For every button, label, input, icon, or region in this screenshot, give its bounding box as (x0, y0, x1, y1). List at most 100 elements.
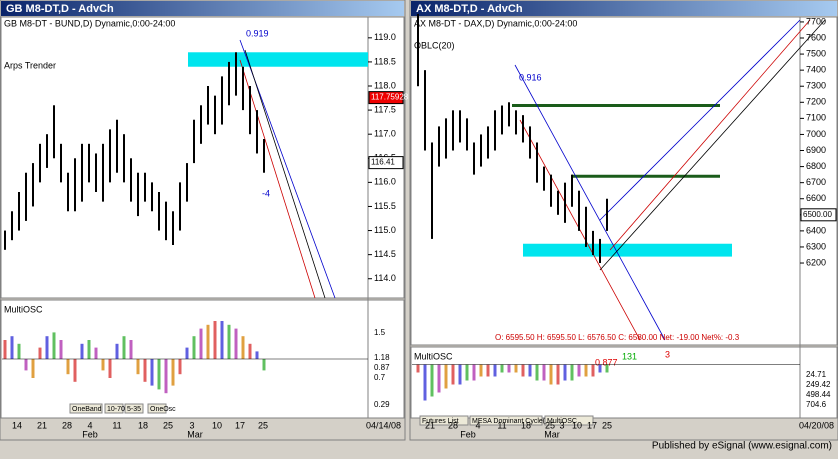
y-tick-label: 7600 (806, 32, 826, 42)
osc-bar (444, 364, 448, 389)
date-label: 10 (572, 420, 582, 430)
price-pane (410, 16, 838, 346)
osc-bar (24, 359, 28, 371)
date-label: 25 (163, 420, 173, 430)
osc-bar (556, 364, 560, 385)
osc-bar (507, 364, 511, 373)
annotation: 3 (665, 349, 670, 359)
osc-bar (241, 336, 245, 359)
y-tick-label: 6300 (806, 241, 826, 251)
date-label: 11 (112, 420, 121, 430)
tab[interactable] (544, 415, 594, 426)
osc-bar (192, 336, 196, 359)
quote-line: O: 6595.50 H: 6595.50 L: 6576.50 C: 6580… (495, 333, 740, 342)
osc-bar (500, 364, 504, 373)
tab[interactable] (147, 403, 167, 414)
osc-bar (486, 364, 490, 377)
month-label: Mar (187, 429, 203, 439)
target-zone (188, 52, 368, 67)
osc-bar (227, 324, 231, 359)
y-tick-label: 7700 (806, 16, 826, 26)
y-tick-label: 115.5 (374, 201, 396, 211)
tab[interactable] (419, 415, 469, 426)
date-label: 21 (425, 420, 435, 430)
osc-bar (87, 340, 91, 359)
footer: Published by eSignal (www.esignal.com) (652, 441, 832, 452)
osc-bar (3, 340, 7, 359)
y-tick-label: 117.5 (374, 104, 396, 114)
osc-bar (164, 359, 168, 394)
osc-tick-label: 1.18 (374, 353, 390, 362)
osc-bar (101, 359, 105, 371)
osc-bar (591, 364, 595, 377)
y-tick-label: 6900 (806, 145, 826, 155)
y-tick-label: 114.5 (374, 249, 396, 259)
month-label: Mar (544, 429, 560, 439)
osc-bar (451, 364, 455, 385)
tab[interactable] (469, 415, 543, 426)
osc-bar (66, 359, 70, 375)
channel-line (239, 59, 316, 299)
osc-bar (136, 359, 140, 375)
date-label: 4 (475, 420, 480, 430)
osc-bar (416, 364, 420, 373)
price-tag-bg (800, 208, 837, 222)
y-tick-label: 7000 (806, 129, 826, 139)
channel-line (609, 19, 811, 251)
y-tick-label: 119.0 (374, 32, 396, 42)
tab[interactable] (104, 403, 124, 414)
y-tick-label: 6700 (806, 177, 826, 187)
osc-bar (542, 364, 546, 381)
osc-bar (465, 364, 469, 381)
osc-bar (178, 359, 182, 375)
osc-bar (157, 359, 161, 390)
osc-bar (262, 359, 266, 371)
date-label: 28 (448, 420, 458, 430)
osc-bar (493, 364, 497, 377)
osc-bar (577, 364, 581, 377)
osc-tick-label: 0.87 (374, 363, 390, 372)
osc-bar (73, 359, 77, 382)
y-tick-label: 6400 (806, 225, 826, 235)
tab-label: Futures List (422, 418, 459, 425)
osc-bar (570, 364, 574, 381)
study-name: Arps Trender (4, 60, 56, 70)
y-tick-label: 7200 (806, 97, 826, 107)
y-tick-label: 7100 (806, 113, 826, 123)
chart-header: GB M8-DT - BUND,D) Dynamic,0:00-24:00 (4, 18, 175, 28)
annotation: 0.916 (519, 72, 542, 82)
osc-bar (115, 343, 119, 359)
channel-line (514, 64, 666, 341)
month-label: Feb (82, 429, 98, 439)
tab-label: 10-70 (107, 406, 125, 413)
end-date: 04/20/08 (799, 420, 834, 430)
osc-bar (199, 328, 203, 359)
y-tick-label: 6800 (806, 161, 826, 171)
date-label: 25 (258, 420, 268, 430)
osc-tick-label: 0.29 (374, 400, 390, 409)
osc-bar (143, 359, 147, 382)
date-label: 21 (37, 420, 47, 430)
annotation: 0.877 (595, 357, 618, 367)
title-bar (1, 1, 404, 16)
osc-bar (10, 336, 14, 359)
tab-label: OneOsc (150, 406, 176, 413)
osc-bar (437, 364, 441, 393)
date-label: 10 (212, 420, 222, 430)
date-label: 3 (189, 420, 194, 430)
osc-bar (234, 328, 238, 359)
osc-bar (94, 347, 98, 359)
osc-bar (528, 364, 532, 377)
date-label: 17 (587, 420, 597, 430)
osc-bar (255, 351, 259, 359)
osc-label: MultiOSC (4, 304, 43, 314)
osc-bar (472, 364, 476, 381)
study-name: OBLC(20) (414, 40, 455, 50)
price-tag: 117.75928 (371, 93, 409, 102)
tab[interactable] (69, 403, 103, 414)
tab[interactable] (124, 403, 144, 414)
osc-bar (213, 321, 217, 359)
window-title: AX M8-DT,D - AdvCh (416, 3, 523, 15)
tab-label: MultiOSC (547, 418, 577, 425)
window-title: GB M8-DT,D - AdvCh (6, 3, 114, 15)
